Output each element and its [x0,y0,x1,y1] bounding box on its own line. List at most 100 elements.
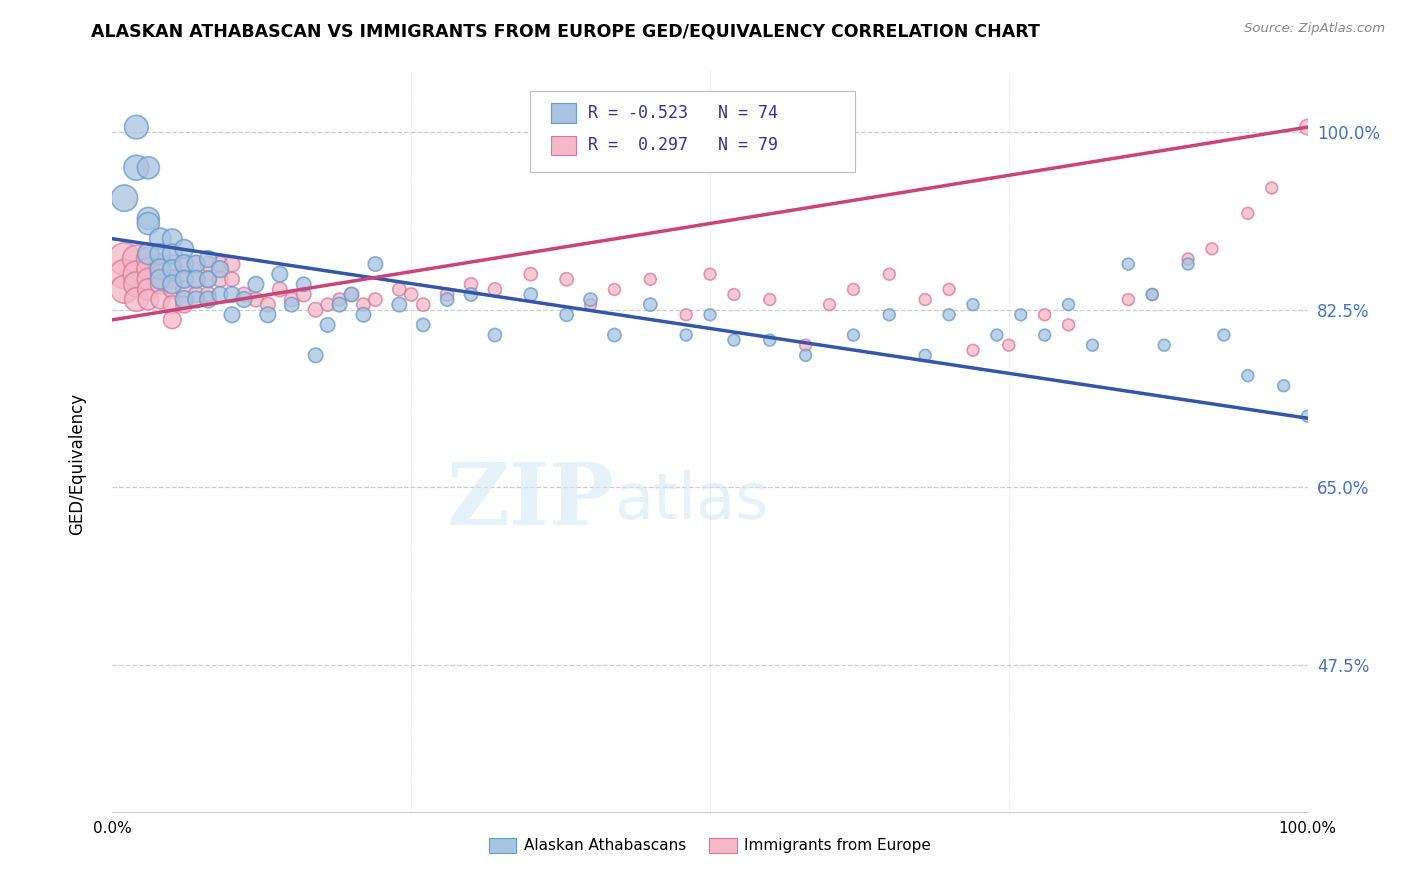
Point [233,287,256,301]
Point [794,348,817,362]
Point [1261,181,1284,195]
Point [1201,242,1223,256]
Point [579,293,602,307]
Point [114,282,135,296]
Point [1296,120,1319,135]
Point [1296,409,1319,424]
Point [699,308,721,322]
Point [388,298,411,312]
Text: ZIP: ZIP [447,458,614,542]
Point [818,298,841,312]
Point [675,308,697,322]
Point [269,267,291,281]
Point [401,287,423,301]
Point [209,287,232,301]
Point [316,318,339,332]
Point [1177,252,1199,266]
Text: atlas: atlas [614,470,769,532]
Point [412,318,434,332]
Point [162,257,183,271]
Point [484,328,506,343]
Point [603,282,626,296]
Point [412,298,434,312]
Point [460,287,482,301]
Point [245,277,267,292]
Point [1177,257,1199,271]
Point [149,293,172,307]
Point [173,272,195,286]
Point [1118,257,1140,271]
Point [640,272,662,286]
Point [149,232,172,246]
Point [555,272,578,286]
Point [245,293,267,307]
Point [138,161,160,175]
Point [759,333,782,347]
Point [186,272,208,286]
Point [316,298,339,312]
Point [281,298,304,312]
Legend: Alaskan Athabascans, Immigrants from Europe: Alaskan Athabascans, Immigrants from Eur… [482,831,938,860]
Point [197,287,219,301]
Point [138,282,160,296]
Point [114,191,135,205]
Point [221,257,243,271]
Point [879,308,901,322]
Point [998,338,1021,352]
Point [186,293,208,307]
Text: R =  0.297   N = 79: R = 0.297 N = 79 [588,136,778,154]
Point [149,247,172,261]
Point [484,282,506,296]
Point [149,277,172,292]
Point [125,267,148,281]
Point [340,287,363,301]
Point [173,257,195,271]
Point [352,308,374,322]
Point [305,348,328,362]
Point [149,262,172,277]
Point [579,298,602,312]
Point [114,267,135,281]
Point [759,293,782,307]
Point [162,247,183,261]
Point [221,287,243,301]
Point [138,262,160,277]
Point [125,161,148,175]
Point [1237,368,1260,383]
Point [723,287,745,301]
Point [292,287,315,301]
Point [329,298,352,312]
Point [555,308,578,322]
Point [879,267,901,281]
Point [162,313,183,327]
Point [1081,338,1104,352]
Text: GED/Equivalency: GED/Equivalency [69,392,86,535]
Point [173,298,195,312]
Point [138,211,160,226]
Point [723,333,745,347]
Point [138,272,160,286]
Point [149,257,172,271]
Point [460,277,482,292]
Point [1213,328,1236,343]
Point [281,293,304,307]
Point [197,293,219,307]
Point [173,272,195,286]
Point [209,262,232,277]
Point [162,272,183,286]
Point [1153,338,1175,352]
Point [329,293,352,307]
Point [221,308,243,322]
Point [1033,308,1056,322]
Text: R = -0.523   N = 74: R = -0.523 N = 74 [588,104,778,122]
Point [1010,308,1032,322]
Text: ALASKAN ATHABASCAN VS IMMIGRANTS FROM EUROPE GED/EQUIVALENCY CORRELATION CHART: ALASKAN ATHABASCAN VS IMMIGRANTS FROM EU… [91,22,1040,40]
Point [186,257,208,271]
Point [520,267,543,281]
Point [914,348,936,362]
Point [1033,328,1056,343]
Point [149,267,172,281]
Point [364,257,387,271]
Point [125,252,148,266]
Point [162,298,183,312]
